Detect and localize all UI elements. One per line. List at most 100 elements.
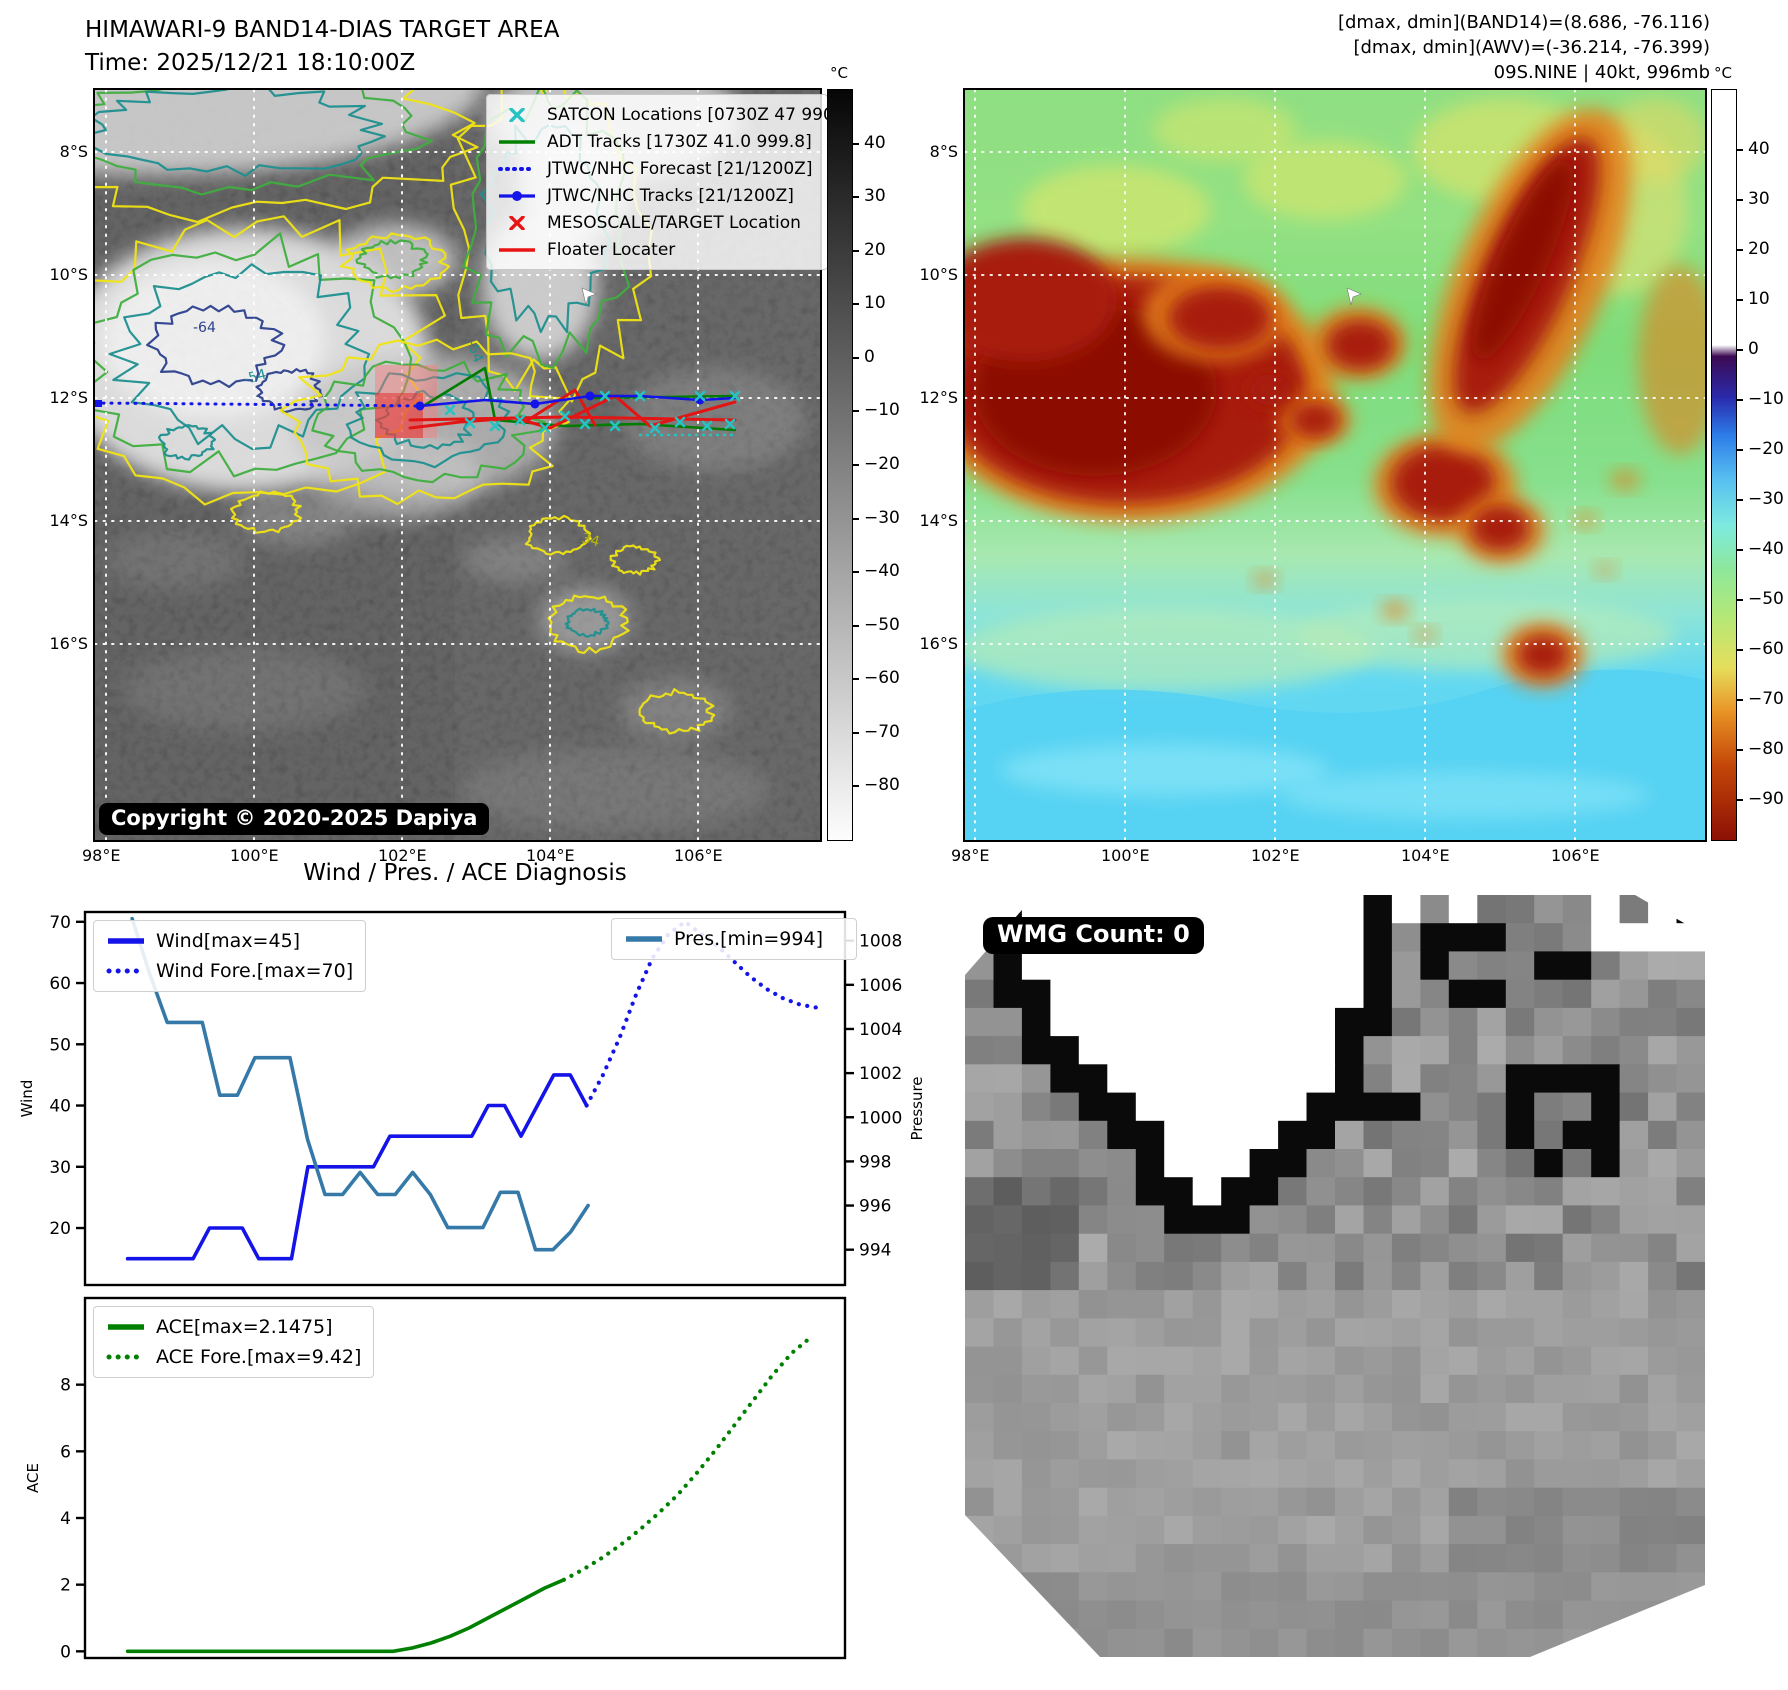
timestamp: Time: 2025/12/21 18:10:00Z — [85, 50, 416, 76]
awv-cbar-tick-tickmark — [1736, 399, 1743, 401]
lon-label: 104°E — [1401, 846, 1450, 865]
chart-legend-item: Wind[max=45] — [106, 926, 353, 956]
wmg-imagery — [965, 895, 1706, 1658]
band14-cbar-tick: 10 — [864, 293, 886, 314]
pressure-axis-tick: 1008 — [859, 932, 902, 952]
band14-cbar-tick: −70 — [864, 721, 900, 742]
chart-legend-item: ACE Fore.[max=9.42] — [106, 1342, 361, 1372]
dotted-line-icon — [106, 1346, 146, 1368]
chart-legend-label: Pres.[min=994] — [674, 928, 823, 950]
awv-cbar-tick-tickmark — [1736, 599, 1743, 601]
awv-cbar-tick: −60 — [1748, 639, 1784, 659]
band14-cbar-tick: −10 — [864, 400, 900, 421]
lon-label: 106°E — [674, 846, 723, 865]
chart-legend-item: Pres.[min=994] — [624, 924, 844, 954]
awv-cbar-tick: −80 — [1748, 739, 1784, 759]
wmg-pixel-map: WMG Count: 0 — [965, 895, 1706, 1658]
awv-cbar-tick: 30 — [1748, 189, 1770, 209]
band14-cbar-tick: 20 — [864, 239, 886, 260]
awv-cbar-tick-tickmark — [1736, 349, 1743, 351]
map-legend: SATCON Locations [0730Z 47 990] ADT Track… — [486, 94, 840, 270]
pressure-axis-tick: 998 — [859, 1152, 891, 1172]
copyright-badge: Copyright © 2020-2025 Dapiya — [99, 803, 490, 835]
awv-cbar-tick: −20 — [1748, 439, 1784, 459]
awv-imagery — [965, 90, 1705, 840]
awv-cbar-tick-tickmark — [1736, 749, 1743, 751]
band14-cbar-tick-tickmark — [852, 678, 859, 681]
wmg-count-badge: WMG Count: 0 — [983, 917, 1204, 954]
lon-label: 102°E — [1251, 846, 1300, 865]
awv-cbar-tick-tickmark — [1736, 649, 1743, 651]
ace-axis-tick: 4 — [60, 1509, 71, 1529]
band14-cbar-unit: °C — [830, 64, 848, 82]
line-with-dot-icon — [495, 189, 539, 203]
map-legend-label: JTWC/NHC Forecast [21/1200Z] — [547, 158, 813, 179]
contour-label: -64 — [193, 320, 216, 336]
lat-label: 16°S — [919, 634, 958, 653]
awv-cbar-tick-tickmark — [1736, 799, 1743, 801]
wind-axis-label: Wind — [18, 1080, 36, 1118]
lat-label: 14°S — [919, 511, 958, 530]
awv-cbar-tick: −10 — [1748, 389, 1784, 409]
awv-cbar-tick: 0 — [1748, 339, 1759, 359]
lon-label: 104°E — [526, 846, 575, 865]
dmax-dmin-band14: [dmax, dmin](BAND14)=(8.686, -76.116) — [1337, 12, 1710, 33]
solid-line-icon — [106, 930, 146, 952]
wind-axis-tick: 60 — [49, 974, 71, 994]
map-legend-item: SATCON Locations [0730Z 47 990] — [495, 101, 840, 128]
awv-cbar-tick: −70 — [1748, 689, 1784, 709]
band14-cbar-tick: −30 — [864, 507, 900, 528]
map-legend-item: MESOSCALE/TARGET Location — [495, 209, 817, 236]
right-header: [dmax, dmin](BAND14)=(8.686, -76.116) [d… — [1338, 10, 1710, 85]
map-legend-label: Floater Locater — [547, 239, 676, 260]
chart-title: Wind / Pres. / ACE Diagnosis — [303, 860, 627, 886]
band14-cbar-tick-tickmark — [852, 196, 859, 199]
band14-cbar-tick-tickmark — [852, 142, 859, 145]
lat-label: 16°S — [49, 634, 88, 653]
wind-axis-tick: 70 — [49, 913, 71, 933]
band14-cbar-tick-tickmark — [852, 571, 859, 574]
lat-label: 12°S — [49, 388, 88, 407]
chart-legend-label: Wind[max=45] — [156, 930, 301, 952]
awv-cbar-tick: −50 — [1748, 589, 1784, 609]
map-legend-item: JTWC/NHC Forecast [21/1200Z] — [495, 155, 817, 182]
contour-label: -54 — [242, 366, 268, 387]
wind-axis-tick: 50 — [49, 1035, 71, 1055]
band14-satellite-map: -64 -54 -54 34 SATCON Locations [0730Z 47 9… — [93, 88, 840, 842]
ace-axis-label: ACE — [24, 1463, 42, 1493]
solid-line-icon — [495, 243, 539, 257]
pressure-axis-tick: 1004 — [859, 1020, 902, 1040]
map-legend-item: JTWC/NHC Tracks [21/1200Z] — [495, 182, 817, 209]
awv-cbar-tick-tickmark — [1736, 449, 1743, 451]
cursor-arrow-icon — [1346, 287, 1362, 306]
band14-cbar-tick-tickmark — [852, 624, 859, 627]
band14-cbar-tick-tickmark — [852, 517, 859, 520]
ace-axis-tick: 0 — [60, 1642, 71, 1662]
storm-identifier: 09S.NINE | 40kt, 996mb — [1493, 62, 1710, 83]
pressure-legend: Pres.[min=994] — [611, 918, 857, 960]
lon-label: 102°E — [378, 846, 427, 865]
lat-label: 10°S — [919, 265, 958, 284]
dmax-dmin-awv: [dmax, dmin](AWV)=(-36.214, -76.399) — [1353, 37, 1710, 58]
pressure-axis-tick: 994 — [859, 1241, 891, 1261]
band14-cbar-tick-tickmark — [852, 410, 859, 413]
lat-label: 10°S — [49, 265, 88, 284]
ace-axis-tick: 6 — [60, 1442, 71, 1462]
band14-cbar-tick-tickmark — [852, 785, 859, 788]
band14-cbar-tick-tickmark — [852, 249, 859, 252]
pressure-axis-tick: 1002 — [859, 1064, 902, 1084]
band14-cbar-tick: −60 — [864, 668, 900, 689]
band14-cbar-tick: −50 — [864, 614, 900, 635]
map-legend-item: ADT Tracks [1730Z 41.0 999.8] — [495, 128, 817, 155]
ace-legend: ACE[max=2.1475] ACE Fore.[max=9.42] — [93, 1306, 375, 1378]
band14-cbar-tick: 0 — [864, 346, 875, 367]
map-legend-item: Floater Locater — [495, 236, 817, 263]
lon-label: 98°E — [82, 846, 121, 865]
pressure-axis-tick: 996 — [859, 1197, 891, 1217]
contour-label: 34 — [580, 530, 601, 550]
wind-axis-tick: 30 — [49, 1158, 71, 1178]
chart-legend-item: ACE[max=2.1475] — [106, 1312, 361, 1342]
map-legend-label: MESOSCALE/TARGET Location — [547, 212, 801, 233]
lon-label: 98°E — [951, 846, 990, 865]
awv-cbar-tick-tickmark — [1736, 249, 1743, 251]
